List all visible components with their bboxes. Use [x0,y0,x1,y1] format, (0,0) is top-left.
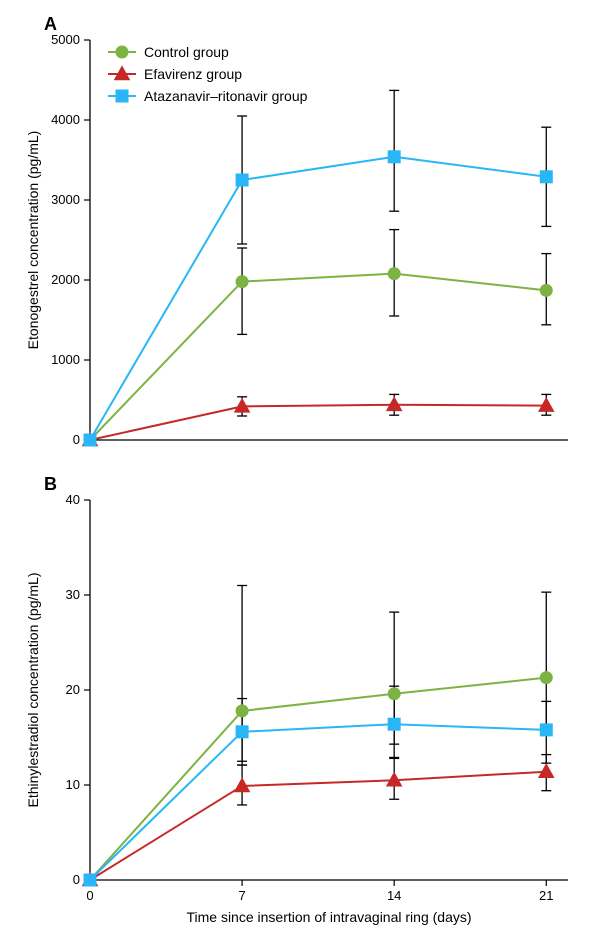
ytick-label: 0 [73,432,80,447]
xtick-label: 7 [238,888,245,903]
ytick-label: 10 [66,777,80,792]
ytick-label: 0 [73,872,80,887]
ytick-label: 3000 [51,192,80,207]
legend-label: Efavirenz group [144,66,242,82]
series-line [90,772,546,880]
series-line [90,678,546,880]
ytick-label: 40 [66,492,80,507]
series-line [90,405,546,440]
panel-label: B [44,474,57,494]
ytick-label: 5000 [51,32,80,47]
ytick-label: 30 [66,587,80,602]
panel-label: A [44,14,57,34]
series-line [90,724,546,880]
panel-a: 0 1000 2000 3000 4000 5000 Etonogestrel concen… [0,0,598,460]
figure-page: 010002000300040005000Etonogestrel concen… [0,0,598,945]
legend-label: Control group [144,44,229,60]
chart-svg: 0 10 20 30 40 0 7 14 21 Time since insertion of i… [0,460,598,940]
y-axis-label: Etonogestrel concentration (pg/mL) [25,131,41,350]
legend-label: Atazanavir–ritonavir group [144,88,308,104]
xtick-label: 14 [387,888,401,903]
y-axis-label: Ethinylestradiol concentration (pg/mL) [25,572,41,807]
ytick-label: 2000 [51,272,80,287]
ytick-label: 4000 [51,112,80,127]
series-line [90,274,546,440]
xtick-label: 21 [539,888,553,903]
ytick-label: 20 [66,682,80,697]
series-line [90,157,546,440]
chart-svg: 0 1000 2000 3000 4000 5000 Etonogestrel concen… [0,0,598,460]
panel-b: 0 10 20 30 40 0 7 14 21 Time since insertion of i… [0,460,598,940]
x-axis-label: Time since insertion of intravaginal rin… [186,909,471,925]
xtick-label: 0 [86,888,93,903]
ytick-label: 1000 [51,352,80,367]
